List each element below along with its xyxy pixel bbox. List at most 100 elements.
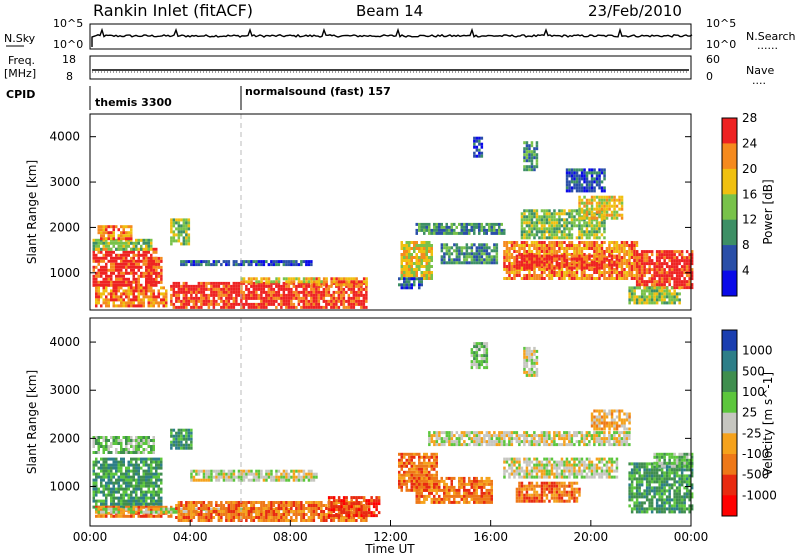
velocity-cell [110,481,113,485]
power-cell [117,298,120,302]
velocity-cell [132,505,135,509]
power-cell [297,263,301,267]
velocity-cell [95,481,98,485]
power-cell [533,241,536,244]
power-cell [170,218,173,222]
power-cell [455,249,459,253]
power-cell [110,234,113,238]
power-cell [570,180,574,184]
velocity-cell [325,516,328,519]
velocity-cell [267,507,271,510]
power-cell [658,271,661,275]
power-cell [110,271,113,275]
power-cell [413,274,416,277]
power-cell [570,233,574,237]
velocity-cell [287,507,290,511]
velocity-cell [290,519,293,522]
power-cell [115,274,118,278]
power-cell [102,259,105,263]
power-cell [578,253,581,256]
power-cell [155,274,158,278]
velocity-cell [257,472,261,476]
power-cell [598,207,601,211]
power-cell [518,244,521,247]
velocity-cell [320,516,323,519]
velocity-cell [330,519,333,522]
power-cell [540,224,544,228]
velocity-cell [102,499,105,503]
power-cell [538,266,541,270]
power-cell [565,266,569,270]
velocity-cell [102,510,105,514]
power-cell [420,228,423,232]
power-cell [598,168,601,172]
velocity-cell [205,478,208,482]
power-cell [222,290,226,294]
power-cell [190,290,193,294]
power-cell [147,295,150,299]
power-cell [140,286,143,290]
power-cell [205,263,208,267]
power-cell [182,260,186,264]
velocity-cell [132,507,135,511]
power-cell [465,243,469,247]
power-cell [580,174,584,178]
power-cell [97,292,100,296]
power-cell [568,263,571,267]
power-cell [493,261,496,265]
velocity-cell [95,502,98,506]
velocity-cell [225,475,228,479]
power-cell [535,247,539,250]
power-cell [195,293,198,297]
power-cell [272,260,276,264]
power-cell [112,268,115,272]
power-cell [270,263,273,267]
power-cell [603,236,606,240]
power-cell [155,247,158,251]
power-cell [330,302,333,306]
power-cell [317,299,321,303]
power-cell [453,228,456,232]
power-cell [152,283,155,287]
power-cell [680,286,684,290]
power-cell [583,189,586,193]
velocity-cell [150,499,153,503]
power-cell [678,301,681,305]
velocity-cell [160,463,163,467]
power-cell [480,154,484,158]
power-cell [250,281,253,285]
power-cell [498,228,501,232]
power-cell [415,277,418,281]
power-cell [317,290,321,294]
velocity-cell [182,437,186,441]
power-cell [663,268,666,272]
power-cell [608,266,611,270]
power-cell [533,253,536,256]
power-cell [598,247,601,250]
power-cell [665,256,669,260]
power-cell [357,290,361,294]
power-cell [478,255,481,259]
power-cell [272,293,276,297]
power-cell [585,171,589,175]
power-cell [127,231,130,235]
power-cell [523,150,526,154]
power-cell [435,231,438,235]
power-cell [180,263,183,267]
power-cell [560,277,564,280]
power-cell [212,305,216,309]
power-cell [438,231,441,235]
power-cell [658,262,661,266]
power-cell [215,263,218,267]
power-cell [603,207,606,211]
velocity-cell [110,472,113,476]
power-cell [105,225,108,229]
power-cell [115,265,118,269]
power-cell [277,280,281,284]
power-cell [575,168,579,172]
power-cell [628,298,631,302]
power-cell [538,263,541,267]
power-cell [405,262,408,265]
power-cell [160,268,163,272]
velocity-cell [152,442,155,445]
